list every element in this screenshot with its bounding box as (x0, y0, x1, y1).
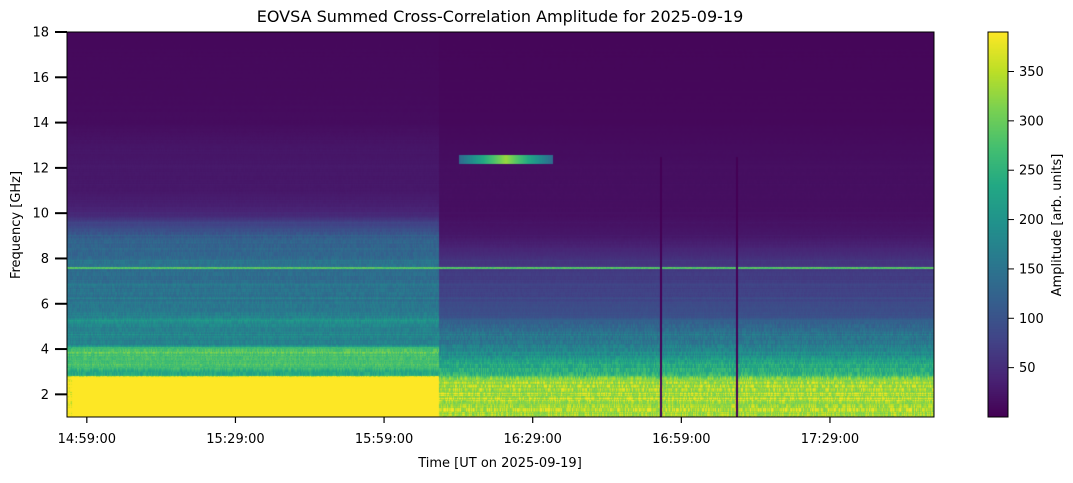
x-tick-label: 15:29:00 (206, 432, 264, 447)
colorbar-tick-label: 200 (1019, 213, 1044, 228)
y-tick-label: 18 (32, 26, 49, 41)
y-tick-label: 14 (32, 116, 49, 131)
y-axis-label: Frequency [GHz] (9, 171, 24, 279)
colorbar-frame (987, 31, 1009, 418)
x-tick-label: 16:59:00 (652, 432, 710, 447)
y-tick-label: 16 (32, 71, 49, 86)
colorbar-tick-label: 50 (1019, 361, 1036, 376)
x-tick-label: 16:29:00 (504, 432, 562, 447)
plot-frame (66, 31, 935, 418)
colorbar-tick-label: 100 (1019, 312, 1044, 327)
y-tick-label: 2 (41, 388, 49, 403)
spectrogram-heatmap (67, 32, 934, 417)
x-axis: 14:59:00 15:29:00 15:59:00 16:29:00 16:59:00… (58, 417, 859, 447)
x-axis-label: Time [UT on 2025-09-19] (417, 456, 582, 471)
colorbar: 50 100 150 200 250 300 350 Amplitude [arb. uni… (987, 31, 1065, 418)
colorbar-gradient (988, 32, 1008, 417)
colorbar-tick-label: 350 (1019, 65, 1044, 80)
y-axis: 2 4 6 8 10 12 14 16 18 (32, 26, 67, 403)
y-tick-label: 4 (41, 343, 49, 358)
colorbar-tick-label: 150 (1019, 262, 1044, 277)
y-tick-label: 6 (41, 297, 49, 312)
colorbar-tick-label: 300 (1019, 114, 1044, 129)
x-tick-label: 17:29:00 (801, 432, 859, 447)
chart-title: EOVSA Summed Cross-Correlation Amplitude… (257, 7, 744, 26)
plot-area (66, 31, 935, 418)
colorbar-ticks: 50 100 150 200 250 300 350 (1008, 65, 1044, 376)
x-tick-label: 14:59:00 (58, 432, 116, 447)
colorbar-tick-label: 250 (1019, 164, 1044, 179)
y-tick-label: 10 (32, 207, 49, 222)
y-tick-label: 8 (41, 252, 49, 267)
y-tick-label: 12 (32, 161, 49, 176)
colorbar-label: Amplitude [arb. units] (1050, 154, 1065, 297)
x-tick-label: 15:59:00 (355, 432, 413, 447)
